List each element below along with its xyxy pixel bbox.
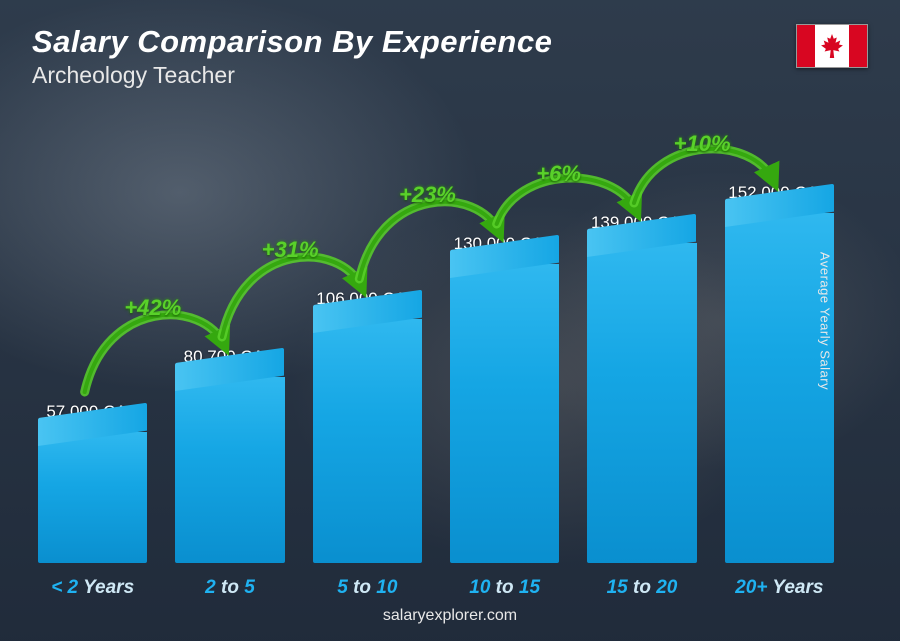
bar-slot: 139,000 CAD [587, 213, 696, 563]
growth-percentage-label: +23% [399, 182, 456, 208]
chart-subtitle: Archeology Teacher [32, 62, 552, 89]
growth-percentage-label: +42% [124, 295, 181, 321]
bar-slot: 80,700 CAD [175, 347, 284, 563]
bar [313, 319, 422, 563]
growth-percentage-label: +31% [262, 237, 319, 263]
footer-attribution: salaryexplorer.com [32, 599, 868, 625]
x-axis-label: 15 to 20 [587, 577, 696, 599]
x-axis-label: 2 to 5 [175, 577, 284, 599]
growth-percentage-label: +10% [674, 131, 731, 157]
bar [587, 243, 696, 563]
x-axis-label: 5 to 10 [313, 577, 422, 599]
bar-slot: 106,000 CAD [313, 289, 422, 563]
x-axis-label: 10 to 15 [450, 577, 559, 599]
header: Salary Comparison By Experience Archeolo… [32, 24, 868, 89]
bar-slot: 130,000 CAD [450, 234, 559, 563]
y-axis-label: Average Yearly Salary [817, 251, 832, 389]
chart-title: Salary Comparison By Experience [32, 24, 552, 60]
maple-leaf-icon [821, 34, 843, 58]
x-axis-label: < 2 Years [38, 577, 147, 599]
country-flag-canada [796, 24, 868, 68]
bar [38, 432, 147, 563]
bar [175, 377, 284, 563]
growth-percentage-label: +6% [536, 161, 581, 187]
bar-slot: 57,000 CAD [38, 402, 147, 563]
chart-plot-area: 57,000 CAD 80,700 CAD 106,000 CAD 130,00… [32, 97, 868, 599]
x-axis-label: 20+ Years [725, 577, 834, 599]
bar [450, 264, 559, 563]
chart-container: Salary Comparison By Experience Archeolo… [0, 0, 900, 641]
